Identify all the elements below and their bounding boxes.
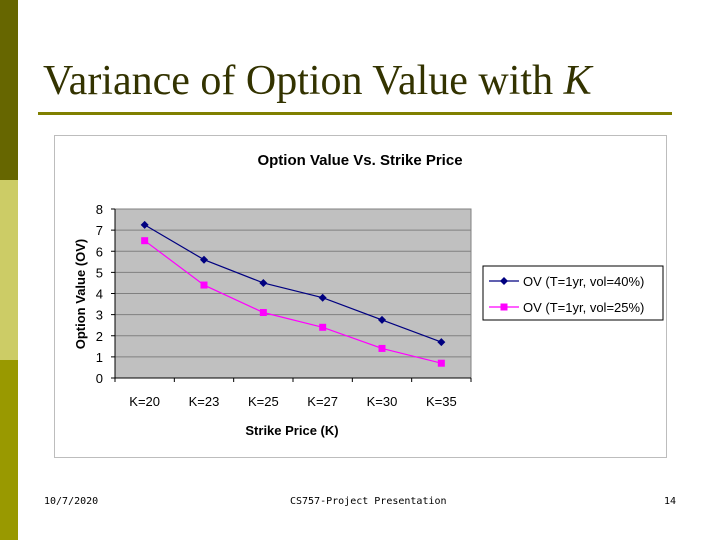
y-tick-label: 6 [96,244,103,259]
y-tick-label: 8 [96,202,103,217]
y-tick-label: 4 [96,287,103,302]
data-point-marker [200,255,208,264]
side-bar-top [0,0,18,180]
footer-presentation-name: CS757-Project Presentation [290,496,447,507]
x-tick-label: K=30 [367,394,398,409]
y-tick-label: 0 [96,371,103,386]
chart-title: Option Value Vs. Strike Price [257,152,462,169]
x-tick-label: K=23 [189,394,220,409]
plot-area: 0 1 2 3 4 5 6 7 8 K=20 K=23 K=25 K=27 K=30 K=35 [96,202,472,409]
slide-title: Variance of Option Value with K [43,58,592,104]
footer-page-number: 14 [664,496,677,507]
x-tick-label: K=25 [248,394,279,409]
data-point-marker [437,338,446,347]
data-point-marker [259,309,267,317]
title-underline [38,112,672,115]
data-point-marker [318,293,327,302]
slide-title-text: Variance of Option Value with [43,58,564,104]
data-point-marker [378,344,386,352]
series-line [144,224,442,343]
data-point-marker [319,323,327,331]
legend-label: OV (T=1yr, vol=40%) [523,274,644,289]
y-tick-label: 3 [96,308,103,323]
legend-marker [500,303,508,311]
y-tick-label: 2 [96,329,103,344]
chart-frame: Option Value Vs. Strike Price Strike Pri… [54,135,667,458]
y-axis-label: Option Value (OV) [73,239,88,350]
x-axis-label: Strike Price (K) [245,423,338,438]
legend-marker [500,277,508,285]
data-point-marker [140,220,149,229]
option-value-chart: Option Value Vs. Strike Price Strike Pri… [73,152,664,438]
side-bar-middle [0,180,18,360]
series-line [144,240,442,364]
y-tick-label: 5 [96,265,103,280]
x-tick-label: K=35 [426,394,457,409]
y-tick-label: 7 [96,223,103,238]
data-point-marker [200,281,208,289]
data-point-marker [259,278,268,287]
y-tick-label: 1 [96,350,103,365]
data-point-marker [378,315,386,324]
side-bar-bottom [0,360,18,540]
legend-box [482,265,664,321]
data-point-marker [141,237,149,245]
slide-title-variable: K [563,58,592,104]
footer-date: 10/7/2020 [44,496,99,507]
data-point-marker [437,359,445,367]
x-tick-label: K=27 [307,394,338,409]
x-tick-label: K=20 [129,394,160,409]
chart-legend: OV (T=1yr, vol=40%) OV (T=1yr, vol=25%) [482,265,664,321]
legend-label: OV (T=1yr, vol=25%) [523,300,644,315]
